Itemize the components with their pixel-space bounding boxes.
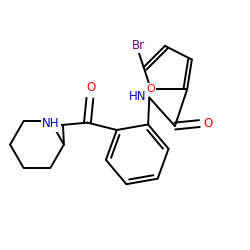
Text: HN: HN — [129, 90, 147, 103]
Text: O: O — [86, 81, 96, 94]
Text: O: O — [146, 84, 155, 94]
Text: O: O — [203, 117, 212, 130]
Text: Br: Br — [132, 39, 145, 52]
Text: NH: NH — [42, 118, 59, 130]
